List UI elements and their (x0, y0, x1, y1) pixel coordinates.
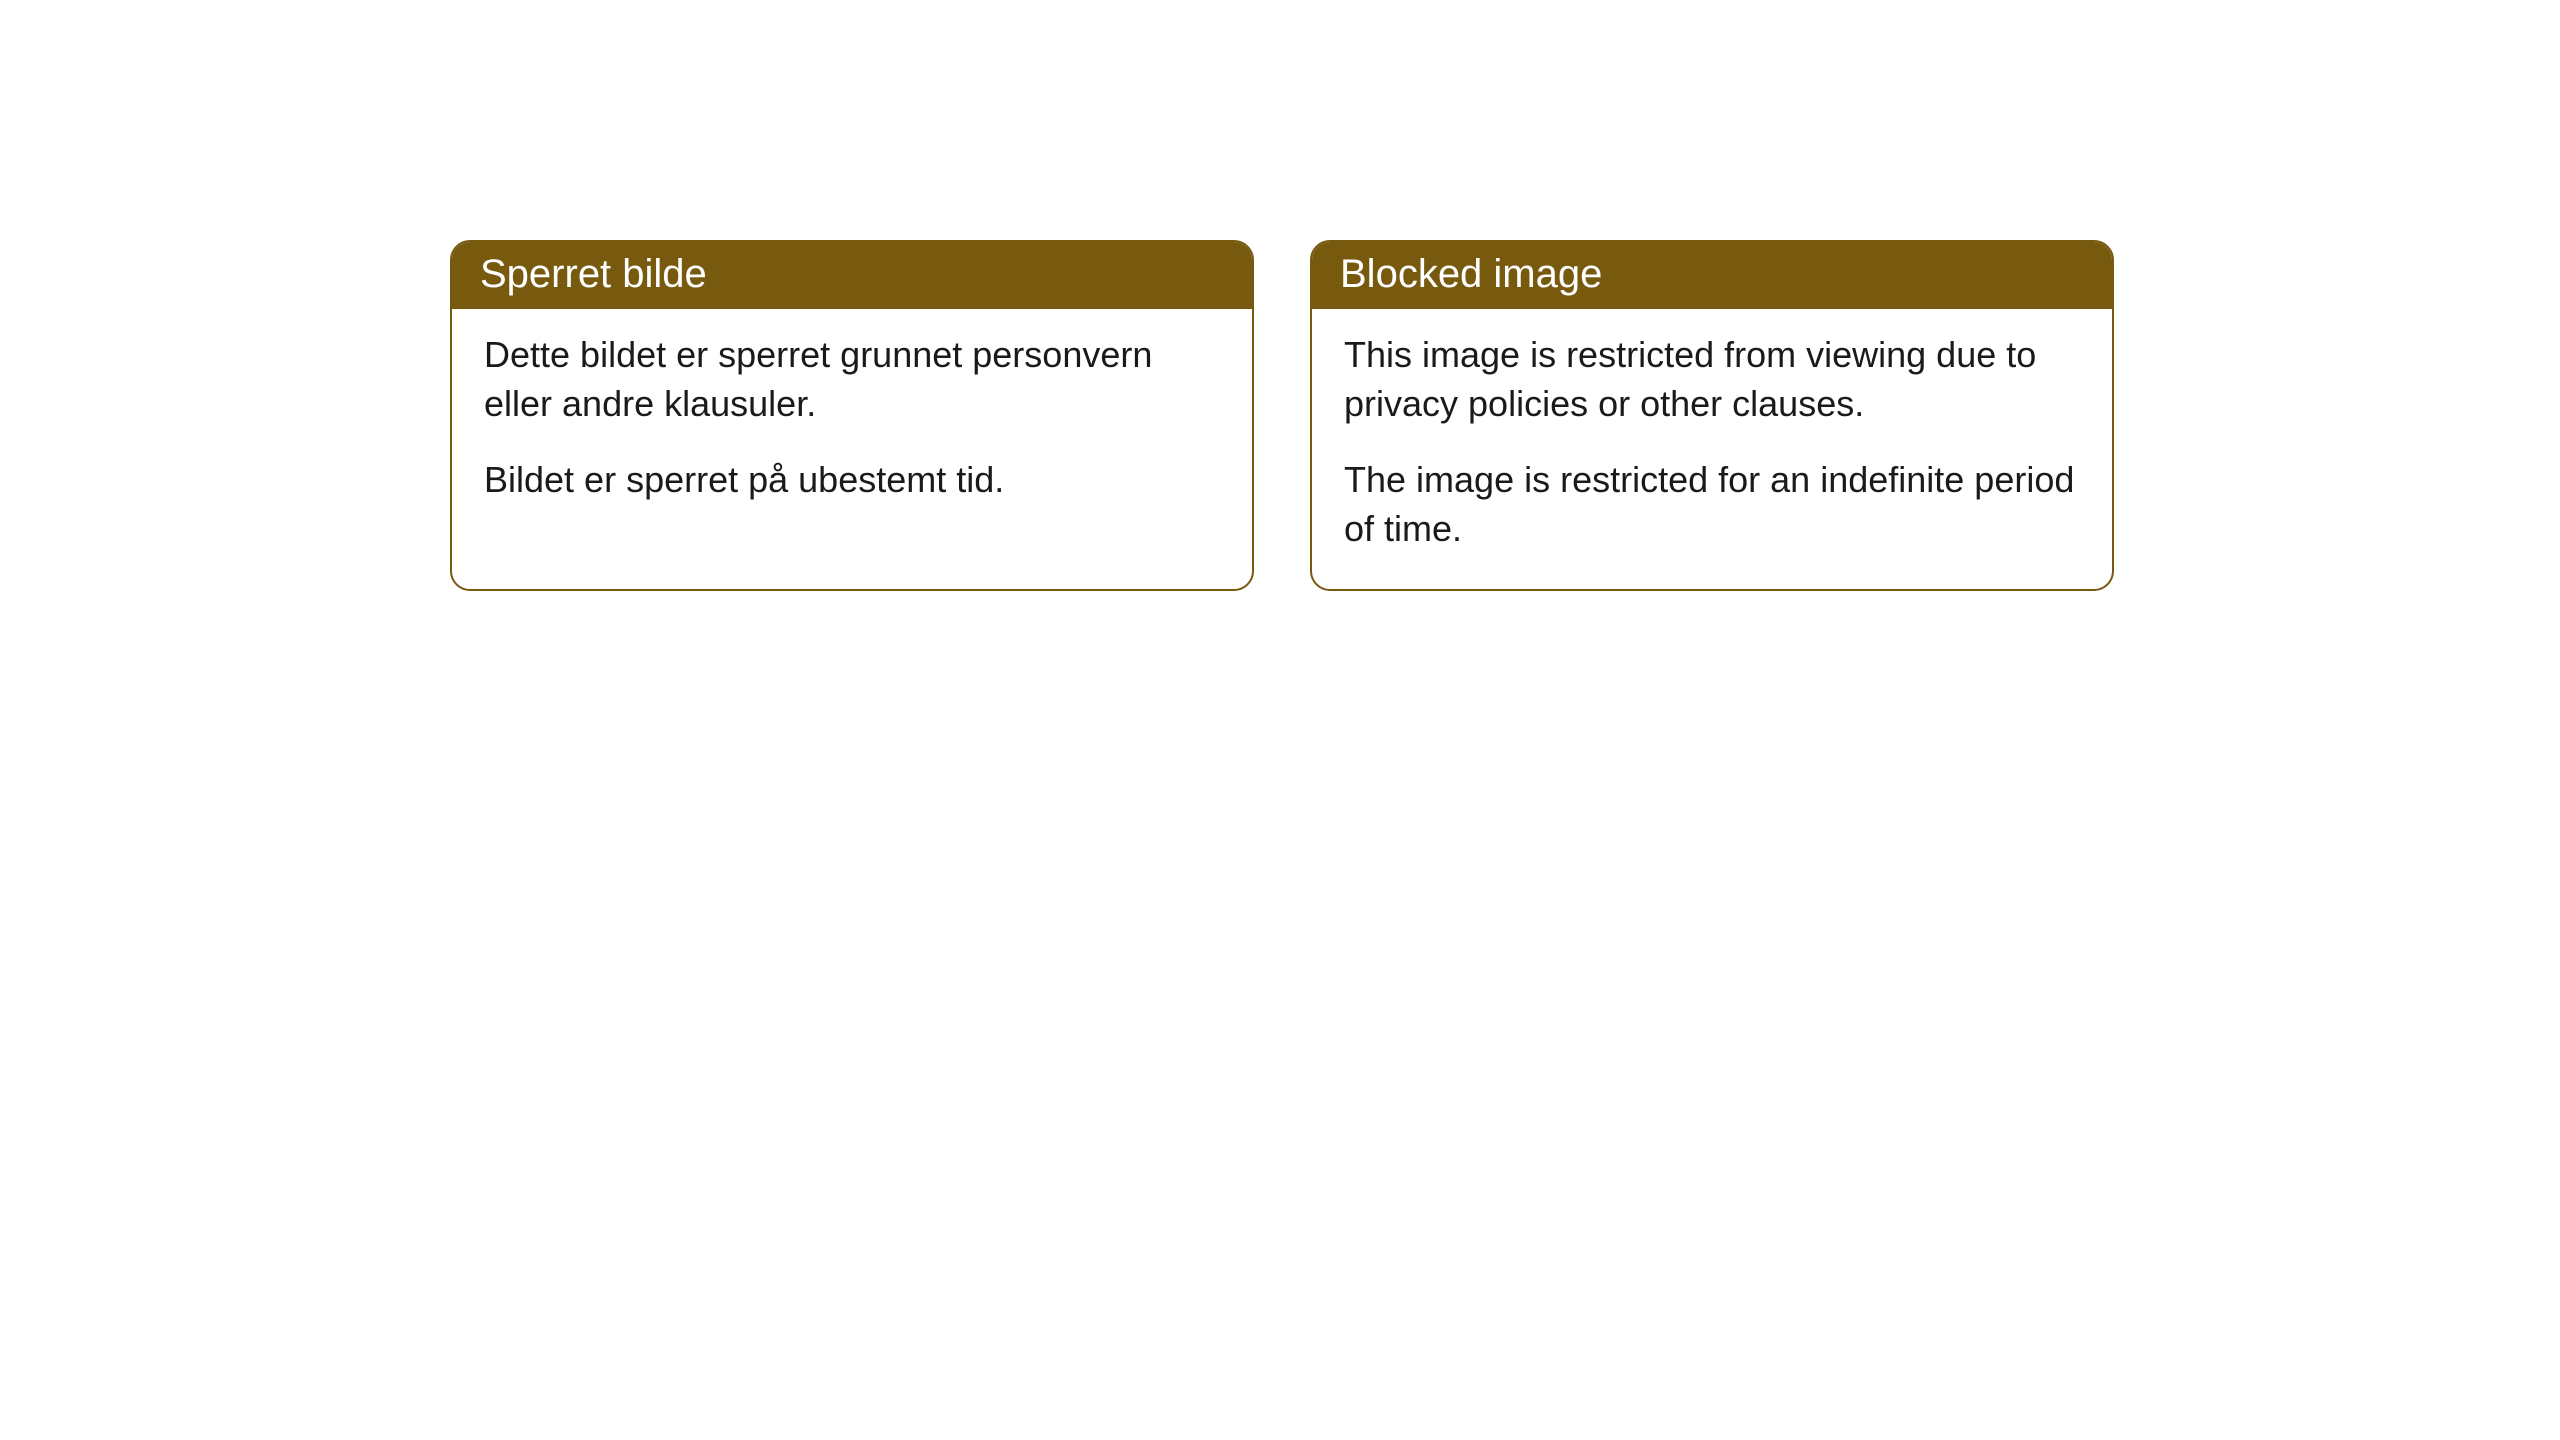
card-body-english: This image is restricted from viewing du… (1312, 309, 2112, 589)
notice-cards-container: Sperret bilde Dette bildet er sperret gr… (450, 240, 2114, 591)
card-paragraph: This image is restricted from viewing du… (1344, 331, 2080, 428)
card-paragraph: Bildet er sperret på ubestemt tid. (484, 456, 1220, 505)
card-header-english: Blocked image (1312, 242, 2112, 309)
card-header-norwegian: Sperret bilde (452, 242, 1252, 309)
notice-card-norwegian: Sperret bilde Dette bildet er sperret gr… (450, 240, 1254, 591)
card-body-norwegian: Dette bildet er sperret grunnet personve… (452, 309, 1252, 541)
card-paragraph: Dette bildet er sperret grunnet personve… (484, 331, 1220, 428)
notice-card-english: Blocked image This image is restricted f… (1310, 240, 2114, 591)
card-paragraph: The image is restricted for an indefinit… (1344, 456, 2080, 553)
